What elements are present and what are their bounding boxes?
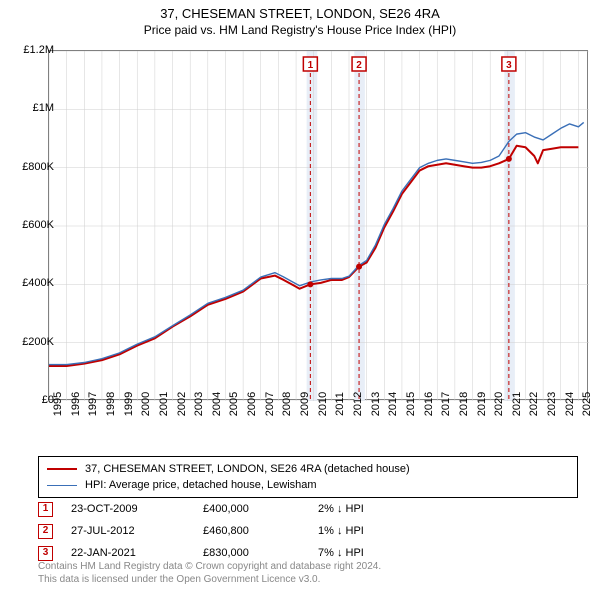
x-tick-label: 2011 xyxy=(334,392,346,416)
x-tick-label: 2012 xyxy=(352,392,364,416)
attribution-line-2: This data is licensed under the Open Gov… xyxy=(38,574,381,587)
x-tick-label: 2015 xyxy=(405,392,417,416)
legend-row: HPI: Average price, detached house, Lewi… xyxy=(47,477,569,493)
chart-plot-area: 1 2 3 xyxy=(48,50,588,400)
attribution-line-1: Contains HM Land Registry data © Crown c… xyxy=(38,561,381,574)
x-tick-label: 2020 xyxy=(493,392,505,416)
legend-label-0: 37, CHESEMAN STREET, LONDON, SE26 4RA (d… xyxy=(85,463,410,475)
y-tick-label: £800K xyxy=(22,161,54,173)
x-tick-label: 2009 xyxy=(299,392,311,416)
x-tick-label: 2010 xyxy=(317,392,329,416)
x-tick-label: 2003 xyxy=(193,392,205,416)
x-tick-label: 2022 xyxy=(528,392,540,416)
x-tick-label: 2017 xyxy=(440,392,452,416)
x-tick-label: 1995 xyxy=(52,392,64,416)
transaction-row: 2 27-JUL-2012 £460,800 1% ↓ HPI xyxy=(38,520,428,542)
legend-swatch-0 xyxy=(47,468,77,470)
transaction-price: £830,000 xyxy=(203,547,318,559)
chart-svg: 1 2 3 xyxy=(49,51,589,401)
y-tick-label: £1M xyxy=(33,102,54,114)
x-tick-label: 1997 xyxy=(87,392,99,416)
x-tick-label: 2008 xyxy=(281,392,293,416)
x-tick-label: 2014 xyxy=(387,392,399,416)
transaction-marker: 1 xyxy=(38,502,53,517)
x-tick-label: 2004 xyxy=(211,392,223,416)
transaction-date: 23-OCT-2009 xyxy=(53,503,203,515)
x-tick-label: 2024 xyxy=(564,392,576,416)
x-tick-label: 2000 xyxy=(140,392,152,416)
transaction-date: 27-JUL-2012 xyxy=(53,525,203,537)
x-tick-label: 2018 xyxy=(458,392,470,416)
legend-row: 37, CHESEMAN STREET, LONDON, SE26 4RA (d… xyxy=(47,461,569,477)
x-tick-label: 2023 xyxy=(546,392,558,416)
legend-swatch-1 xyxy=(47,485,77,486)
transaction-marker: 2 xyxy=(38,524,53,539)
transaction-price: £460,800 xyxy=(203,525,318,537)
y-tick-label: £200K xyxy=(22,336,54,348)
legend-label-1: HPI: Average price, detached house, Lewi… xyxy=(85,479,317,491)
legend-box: 37, CHESEMAN STREET, LONDON, SE26 4RA (d… xyxy=(38,456,578,498)
x-tick-label: 2007 xyxy=(264,392,276,416)
x-tick-label: 1998 xyxy=(105,392,117,416)
x-tick-label: 2005 xyxy=(228,392,240,416)
transaction-diff: 1% ↓ HPI xyxy=(318,525,428,537)
x-tick-label: 2001 xyxy=(158,392,170,416)
x-tick-label: 1996 xyxy=(70,392,82,416)
x-tick-label: 2002 xyxy=(176,392,188,416)
transaction-diff: 7% ↓ HPI xyxy=(318,547,428,559)
transaction-date: 22-JAN-2021 xyxy=(53,547,203,559)
x-tick-label: 1999 xyxy=(123,392,135,416)
x-tick-label: 2006 xyxy=(246,392,258,416)
x-tick-label: 2016 xyxy=(423,392,435,416)
svg-text:2: 2 xyxy=(356,60,362,71)
y-tick-label: £600K xyxy=(22,219,54,231)
y-tick-label: £1.2M xyxy=(23,44,54,56)
y-tick-label: £400K xyxy=(22,277,54,289)
attribution-block: Contains HM Land Registry data © Crown c… xyxy=(38,561,381,586)
transaction-marker: 3 xyxy=(38,546,53,561)
chart-title-sub: Price paid vs. HM Land Registry's House … xyxy=(0,23,600,37)
svg-text:3: 3 xyxy=(506,60,512,71)
x-tick-label: 2019 xyxy=(476,392,488,416)
x-tick-label: 2021 xyxy=(511,392,523,416)
x-tick-label: 2025 xyxy=(581,392,593,416)
chart-title-block: 37, CHESEMAN STREET, LONDON, SE26 4RA Pr… xyxy=(0,0,600,37)
transaction-diff: 2% ↓ HPI xyxy=(318,503,428,515)
svg-text:1: 1 xyxy=(308,60,314,71)
transaction-row: 1 23-OCT-2009 £400,000 2% ↓ HPI xyxy=(38,498,428,520)
chart-title-main: 37, CHESEMAN STREET, LONDON, SE26 4RA xyxy=(0,6,600,21)
x-tick-label: 2013 xyxy=(370,392,382,416)
transaction-price: £400,000 xyxy=(203,503,318,515)
transactions-block: 1 23-OCT-2009 £400,000 2% ↓ HPI 2 27-JUL… xyxy=(38,498,428,564)
